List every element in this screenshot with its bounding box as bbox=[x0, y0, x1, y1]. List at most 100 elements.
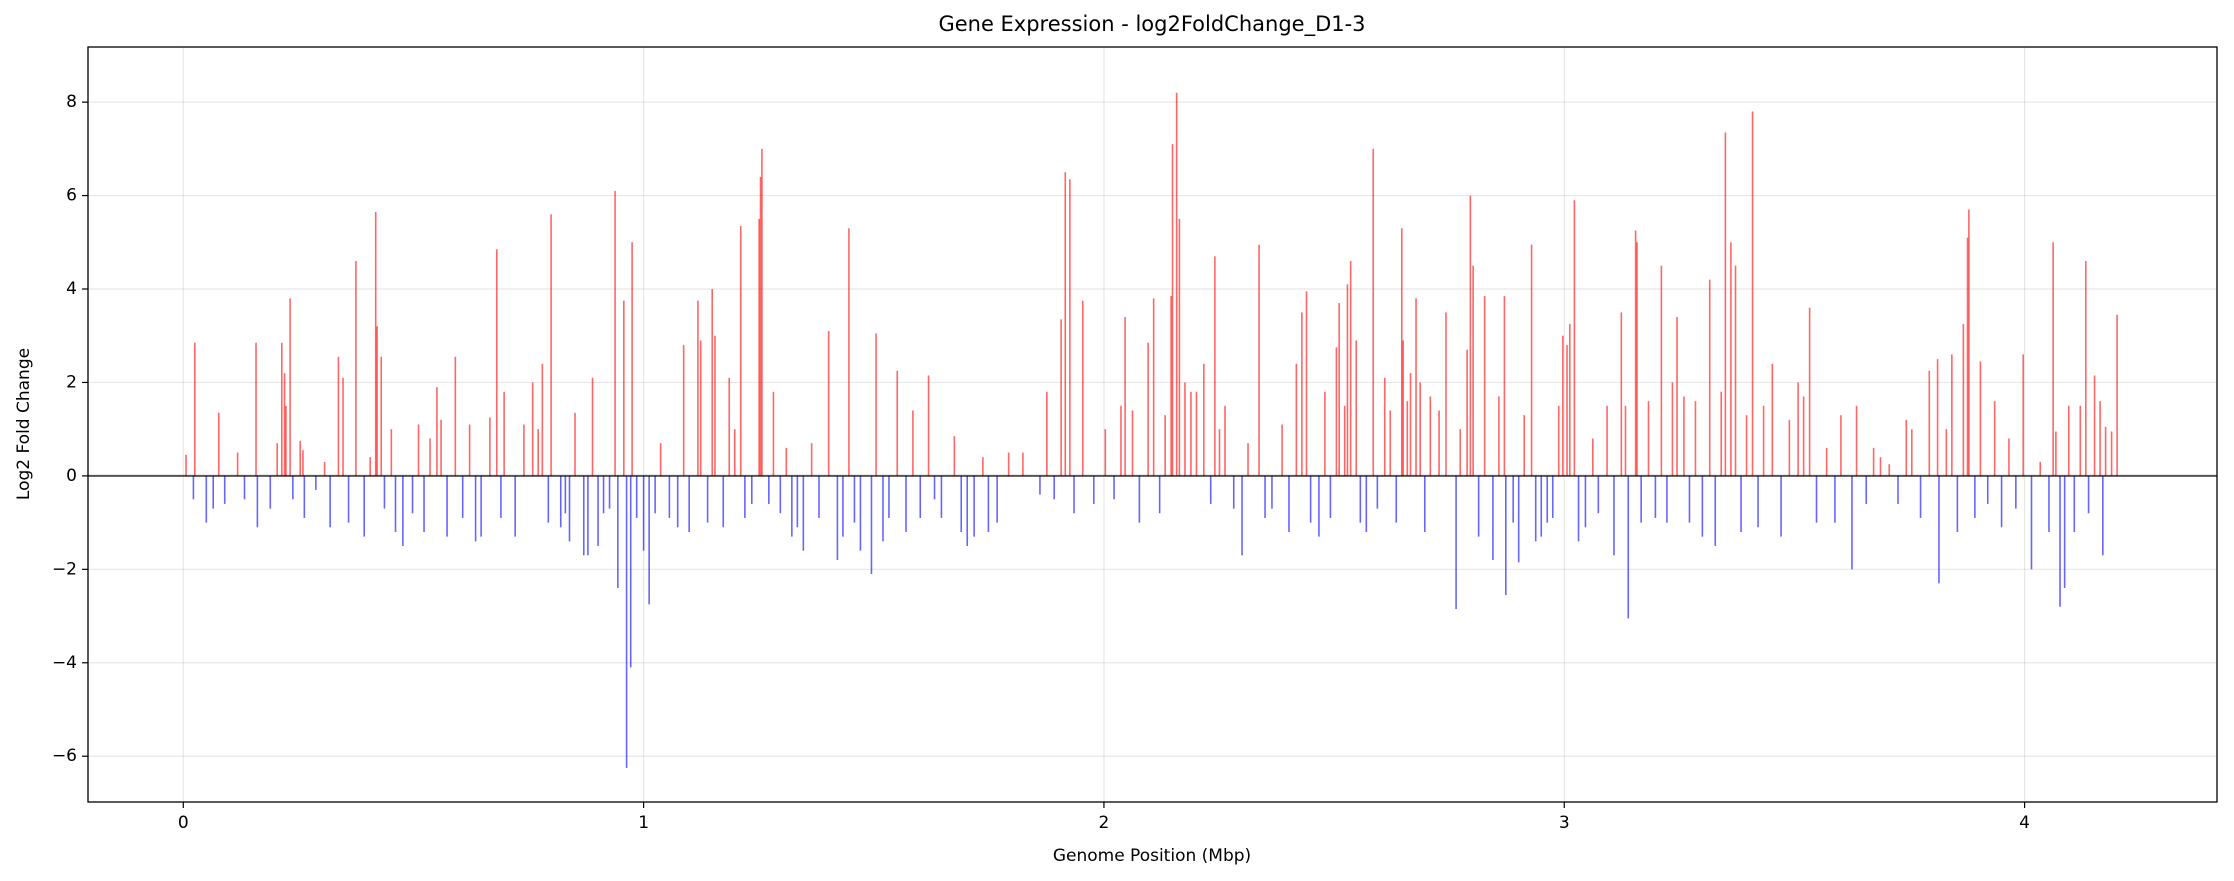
bar bbox=[1592, 438, 1594, 476]
bar bbox=[1338, 303, 1340, 476]
bar bbox=[2067, 405, 2070, 476]
bar bbox=[582, 475, 585, 556]
bar bbox=[1053, 475, 1056, 500]
bar bbox=[1771, 363, 1774, 476]
bar bbox=[1597, 475, 1600, 514]
bar bbox=[1512, 475, 1514, 523]
bar bbox=[223, 475, 226, 504]
bar bbox=[1124, 317, 1126, 476]
bar bbox=[1039, 475, 1041, 495]
bar bbox=[1724, 132, 1727, 476]
bar bbox=[394, 475, 397, 532]
bar bbox=[870, 475, 873, 575]
bar bbox=[1676, 317, 1678, 476]
bar bbox=[1335, 347, 1338, 476]
bar bbox=[1455, 475, 1457, 610]
bar bbox=[699, 340, 702, 476]
bar bbox=[1477, 475, 1480, 537]
bar bbox=[896, 370, 899, 476]
bar bbox=[706, 475, 709, 523]
bar bbox=[642, 475, 645, 551]
bar bbox=[1660, 265, 1663, 476]
bar bbox=[608, 475, 611, 509]
bar bbox=[733, 429, 736, 476]
bar bbox=[2063, 475, 2066, 589]
bar bbox=[1808, 307, 1811, 476]
bar bbox=[859, 475, 862, 551]
bar bbox=[2055, 431, 2057, 476]
bar bbox=[597, 475, 599, 546]
bar bbox=[848, 228, 850, 476]
bar bbox=[802, 475, 805, 551]
bar bbox=[728, 377, 731, 476]
x-tick-label: 2 bbox=[1099, 813, 1110, 833]
bar bbox=[1046, 391, 1048, 476]
bar bbox=[631, 242, 633, 476]
bar bbox=[2039, 461, 2042, 476]
bar bbox=[1530, 244, 1533, 476]
bar bbox=[205, 475, 208, 523]
bar bbox=[1905, 419, 1908, 476]
bar bbox=[1346, 284, 1349, 476]
bar bbox=[523, 424, 525, 476]
bar bbox=[2008, 438, 2010, 476]
bar bbox=[369, 457, 371, 476]
bar bbox=[827, 331, 830, 476]
bar bbox=[905, 475, 907, 532]
bar bbox=[1720, 391, 1723, 476]
bar bbox=[1762, 405, 1765, 476]
bar bbox=[1888, 464, 1891, 476]
bar bbox=[2015, 475, 2017, 509]
bar bbox=[1671, 382, 1674, 476]
bar bbox=[1365, 475, 1368, 532]
bar bbox=[547, 475, 550, 523]
bar bbox=[1184, 382, 1186, 476]
bar bbox=[1218, 429, 1221, 476]
bar bbox=[1825, 447, 1828, 476]
bar bbox=[1503, 296, 1506, 476]
bar bbox=[1164, 415, 1166, 476]
bar bbox=[659, 443, 662, 476]
bar bbox=[888, 475, 890, 518]
bar bbox=[243, 475, 246, 500]
bar bbox=[973, 475, 975, 537]
bar bbox=[1897, 475, 1899, 504]
bar bbox=[236, 452, 239, 476]
bar bbox=[912, 410, 914, 476]
bar bbox=[568, 475, 571, 542]
bar bbox=[1466, 349, 1468, 476]
bar bbox=[1624, 405, 1627, 476]
bar bbox=[614, 190, 616, 476]
bar bbox=[1383, 377, 1386, 476]
bar bbox=[1007, 452, 1010, 476]
bar bbox=[996, 475, 998, 523]
bar bbox=[323, 461, 326, 476]
bar bbox=[768, 475, 770, 504]
bar bbox=[489, 417, 491, 476]
bar bbox=[1534, 475, 1537, 542]
bar bbox=[1951, 354, 1953, 476]
bar bbox=[1546, 475, 1549, 523]
bar bbox=[1472, 265, 1474, 476]
bar bbox=[739, 225, 742, 476]
bar bbox=[1928, 370, 1931, 476]
bar bbox=[423, 475, 425, 532]
bar bbox=[836, 475, 839, 560]
bar bbox=[1938, 475, 1940, 584]
bar bbox=[1295, 363, 1298, 476]
bar bbox=[1834, 475, 1836, 523]
bar bbox=[2000, 475, 2003, 528]
bar bbox=[1190, 391, 1192, 476]
bar bbox=[1423, 475, 1426, 532]
bar bbox=[1634, 230, 1637, 476]
y-tick-label: 2 bbox=[66, 372, 77, 392]
bar bbox=[1974, 475, 1976, 518]
bar bbox=[1152, 298, 1155, 476]
bar bbox=[1209, 475, 1212, 504]
bar bbox=[329, 475, 331, 528]
bar bbox=[1372, 148, 1375, 476]
bar bbox=[2030, 475, 2033, 570]
bar bbox=[564, 475, 567, 514]
bar bbox=[461, 475, 464, 518]
